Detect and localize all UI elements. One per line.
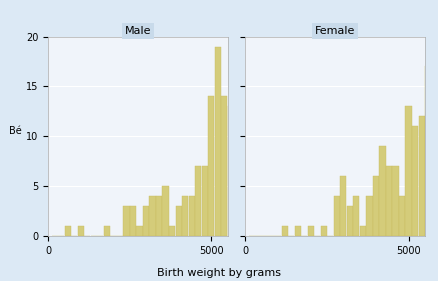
- Bar: [169, 226, 175, 236]
- Bar: [247, 196, 254, 236]
- Bar: [412, 126, 418, 236]
- Bar: [425, 66, 431, 236]
- Bar: [234, 186, 240, 236]
- Bar: [366, 196, 372, 236]
- Bar: [130, 206, 136, 236]
- Bar: [334, 196, 340, 236]
- Bar: [347, 206, 353, 236]
- Bar: [221, 96, 227, 236]
- Bar: [321, 226, 327, 236]
- Bar: [124, 206, 130, 236]
- Bar: [300, 226, 306, 236]
- Bar: [260, 206, 267, 236]
- Bar: [392, 166, 399, 236]
- Bar: [286, 176, 293, 236]
- Bar: [293, 216, 299, 236]
- Bar: [241, 186, 247, 236]
- Bar: [399, 196, 405, 236]
- Bar: [386, 166, 392, 236]
- Y-axis label: Bé: Bé: [9, 126, 21, 136]
- Bar: [162, 186, 169, 236]
- Bar: [201, 166, 208, 236]
- Bar: [65, 226, 71, 236]
- Bar: [340, 176, 346, 236]
- Bar: [143, 206, 149, 236]
- Bar: [353, 196, 360, 236]
- Bar: [228, 106, 234, 236]
- Bar: [136, 226, 143, 236]
- Bar: [379, 146, 385, 236]
- Bar: [406, 106, 412, 236]
- Bar: [307, 226, 314, 236]
- Bar: [215, 46, 221, 236]
- Bar: [78, 226, 84, 236]
- Bar: [176, 206, 182, 236]
- Bar: [195, 166, 201, 236]
- Bar: [149, 196, 155, 236]
- Title: Female: Female: [315, 26, 355, 36]
- Bar: [418, 116, 425, 236]
- Bar: [373, 176, 379, 236]
- Bar: [280, 216, 286, 236]
- Bar: [156, 196, 162, 236]
- Text: Birth weight by grams: Birth weight by grams: [157, 268, 281, 278]
- Bar: [431, 106, 438, 236]
- Bar: [104, 226, 110, 236]
- Bar: [254, 206, 260, 236]
- Bar: [267, 216, 273, 236]
- Bar: [360, 226, 366, 236]
- Bar: [189, 196, 195, 236]
- Bar: [273, 216, 279, 236]
- Bar: [208, 96, 214, 236]
- Bar: [319, 226, 325, 236]
- Bar: [182, 196, 188, 236]
- Bar: [282, 226, 288, 236]
- Bar: [295, 226, 301, 236]
- Title: Male: Male: [125, 26, 151, 36]
